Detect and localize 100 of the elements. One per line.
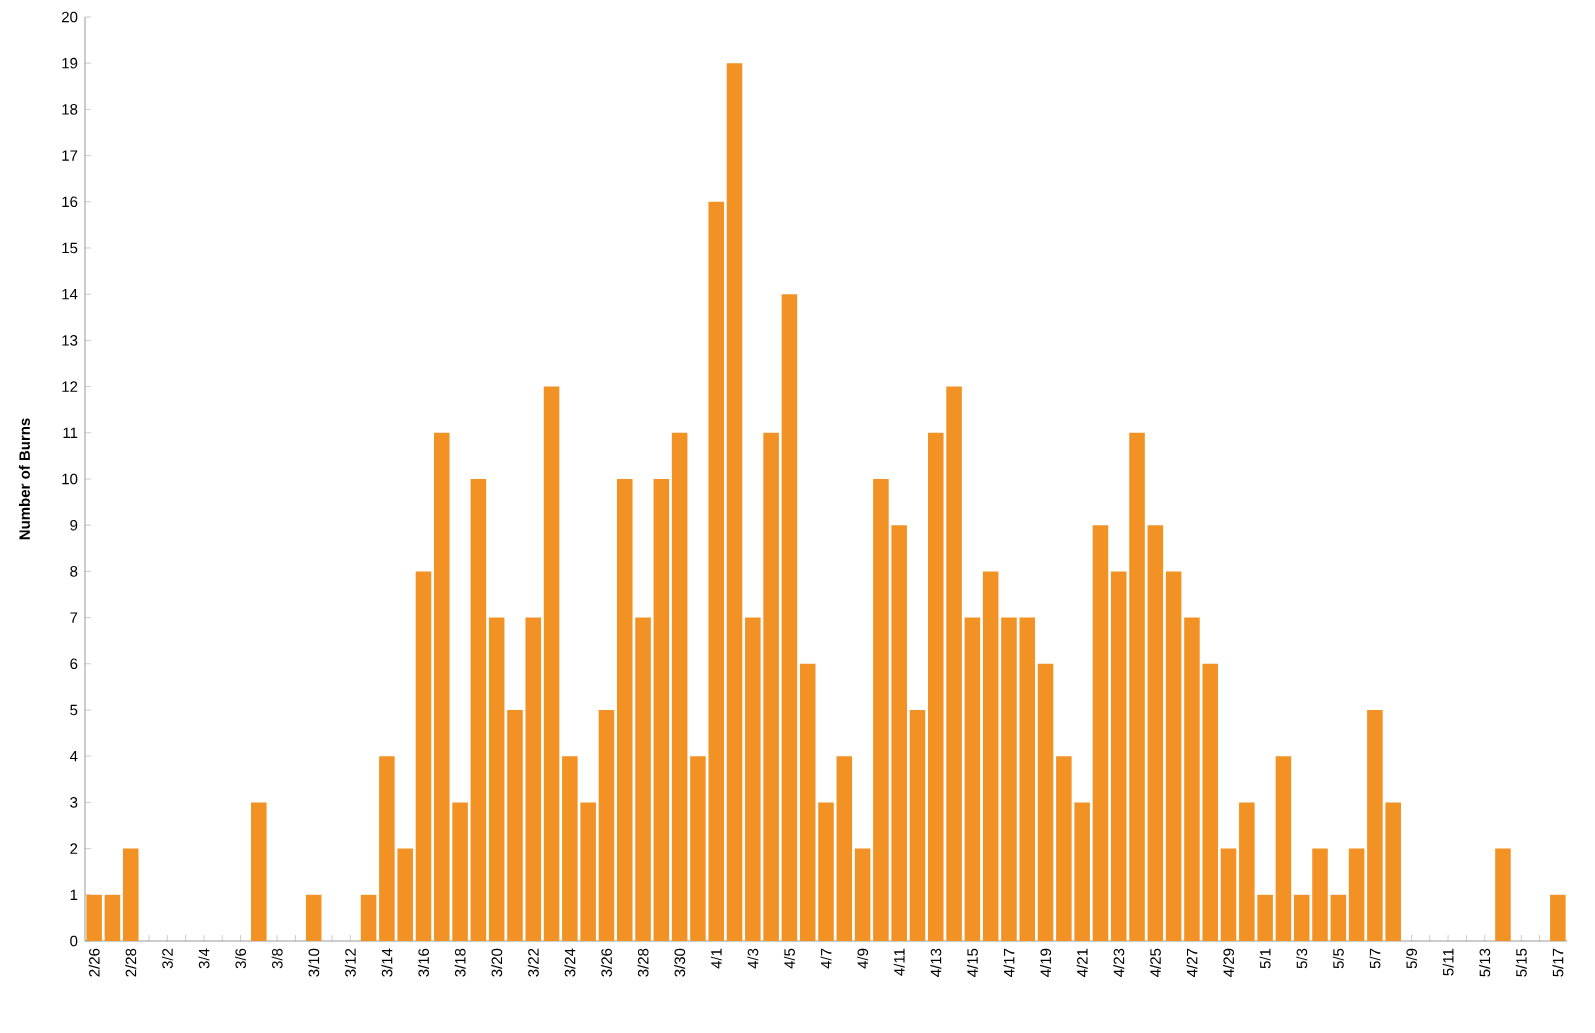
bar (488, 617, 505, 941)
x-tick-label: 4/27 (1186, 948, 1198, 977)
y-tick-label: 11 (63, 427, 78, 438)
y-tick-label: 6 (70, 658, 78, 670)
y-tick-label: 4 (69, 751, 78, 762)
x-tick-label: 3/10 (308, 948, 320, 977)
bar (598, 710, 615, 941)
x-tick-label: 4/1 (710, 948, 722, 969)
y-tick-label: 1 (70, 889, 78, 900)
bar (543, 386, 560, 941)
x-tick-label: 4/25 (1149, 948, 1161, 977)
bar (470, 478, 487, 941)
bar (799, 663, 816, 941)
x-tick-label: 5/7 (1369, 948, 1381, 969)
bar (1129, 432, 1145, 941)
bar (122, 848, 139, 941)
y-tick-label: 2 (70, 843, 78, 854)
bar (1257, 894, 1273, 941)
x-tick-label: 3/28 (637, 948, 649, 977)
x-tick-label: 5/3 (1296, 948, 1308, 969)
bar (873, 478, 889, 941)
x-tick-label: 3/30 (674, 948, 686, 977)
y-tick-label: 15 (62, 242, 78, 254)
y-tick-label: 10 (62, 473, 78, 485)
bar (1367, 710, 1383, 941)
bar (671, 432, 688, 941)
bar (928, 432, 944, 941)
y-axis-title: Number of Burns (18, 418, 30, 540)
x-tick-label: 2/26 (88, 948, 100, 977)
bar (909, 710, 926, 941)
bar (415, 571, 432, 941)
bar (781, 294, 798, 941)
bar (836, 756, 853, 941)
y-tick-label: 16 (62, 196, 78, 208)
bar (1019, 617, 1036, 941)
x-tick-label: 4/29 (1223, 948, 1235, 977)
bar (507, 710, 523, 941)
bar (1165, 571, 1182, 941)
bar (434, 432, 450, 941)
x-tick-label: 3/14 (381, 948, 393, 977)
bar (616, 478, 633, 941)
x-tick-label: 4/3 (747, 948, 759, 969)
x-tick-label: 4/7 (820, 948, 832, 969)
bar (1037, 663, 1054, 941)
bar (1385, 802, 1401, 941)
x-tick-label: 3/22 (527, 948, 539, 977)
bar (982, 571, 999, 941)
x-tick-label: 3/6 (235, 948, 247, 969)
y-tick-label: 14 (62, 289, 78, 300)
x-tick-label: 3/12 (344, 948, 356, 977)
bar (854, 848, 871, 941)
x-tick-label: 4/23 (1113, 948, 1125, 977)
x-tick-label: 5/5 (1332, 948, 1344, 969)
bar (305, 894, 322, 941)
x-tick-label: 4/21 (1076, 948, 1088, 977)
bar (763, 432, 779, 941)
bar (690, 756, 706, 941)
y-tick-label: 17 (62, 150, 78, 161)
y-tick-label: 13 (62, 335, 78, 346)
y-tick-label: 9 (70, 519, 78, 531)
bar (251, 802, 267, 941)
bar (397, 848, 413, 941)
bar (1074, 802, 1090, 941)
bar (1293, 894, 1310, 941)
y-tick-label: 0 (70, 935, 78, 947)
x-tick-label: 3/16 (417, 948, 429, 977)
bar (1550, 894, 1566, 941)
bar (1239, 802, 1255, 941)
bar (891, 525, 907, 941)
x-tick-label: 5/1 (1259, 948, 1271, 969)
y-tick-label: 3 (70, 797, 78, 808)
x-tick-label: 3/18 (454, 948, 466, 977)
x-tick-label: 4/5 (783, 948, 795, 969)
y-tick-label: 8 (70, 566, 78, 577)
x-tick-label: 5/11 (1442, 948, 1454, 976)
bar (1184, 617, 1200, 941)
bar (653, 478, 670, 941)
bar (86, 894, 102, 941)
bar (562, 756, 578, 941)
bar (818, 802, 834, 941)
bar (1202, 663, 1218, 941)
bar (1330, 894, 1347, 941)
x-tick-label: 3/4 (198, 948, 210, 969)
bar (635, 617, 651, 941)
x-tick-label: 4/19 (1040, 948, 1052, 977)
bar (104, 894, 121, 941)
x-tick-label: 5/9 (1406, 948, 1418, 969)
x-tick-label: 5/13 (1479, 948, 1491, 977)
bar (452, 802, 468, 941)
x-tick-label: 4/17 (1003, 948, 1015, 977)
bar (1348, 848, 1365, 941)
y-tick-label: 7 (70, 612, 78, 623)
bar (708, 201, 724, 941)
bar (1001, 617, 1017, 941)
y-tick-label: 19 (62, 57, 78, 69)
bar (1110, 571, 1127, 941)
bar (360, 894, 377, 941)
y-tick-label: 20 (62, 11, 78, 23)
bar (1312, 848, 1328, 941)
x-tick-label: 3/20 (491, 948, 503, 977)
